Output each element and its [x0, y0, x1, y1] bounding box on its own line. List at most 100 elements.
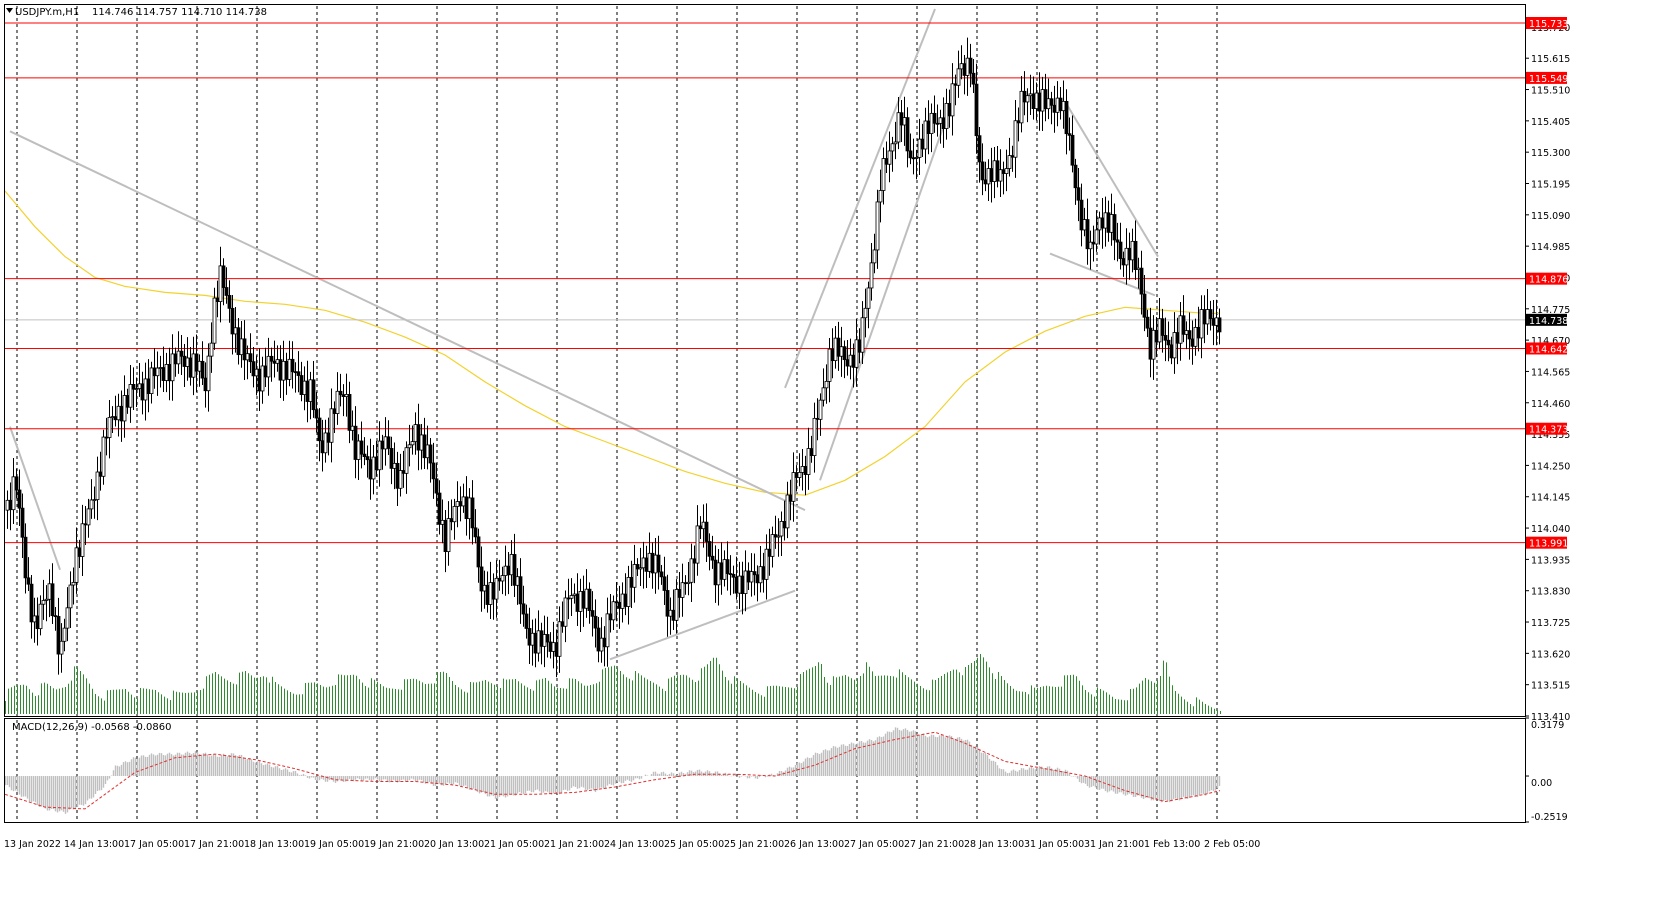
- trend-line[interactable]: [9, 426, 61, 571]
- candle-body: [371, 456, 376, 480]
- candle-body: [356, 440, 361, 460]
- candle-body: [41, 600, 46, 605]
- candle-body: [296, 371, 301, 376]
- candle-body: [464, 496, 469, 520]
- y-tick-label: 114.985: [1531, 242, 1570, 253]
- candle-body: [1166, 339, 1171, 346]
- x-tick-label: 25 Jan 21:00: [724, 839, 784, 850]
- candle-body: [47, 583, 52, 600]
- candle-body: [98, 471, 103, 477]
- candle-body: [689, 558, 694, 583]
- candle-body: [863, 307, 868, 319]
- candle-body: [449, 518, 454, 523]
- candle-body: [461, 496, 466, 507]
- candle-body: [434, 478, 439, 494]
- candle-body: [878, 190, 883, 203]
- candle-body: [1106, 212, 1111, 233]
- candle-body: [824, 381, 829, 389]
- candle-body: [938, 117, 943, 124]
- y-tick-label: 115.195: [1531, 180, 1570, 191]
- candle-body: [818, 399, 823, 420]
- candle-body: [911, 157, 916, 160]
- candle-body: [740, 575, 745, 594]
- candle-body: [728, 573, 733, 575]
- candle-body: [563, 597, 568, 627]
- candle-body: [908, 150, 913, 159]
- candle-body: [668, 609, 673, 617]
- candle-body: [29, 583, 34, 623]
- candle-body: [155, 367, 160, 377]
- candle-body: [455, 501, 460, 507]
- candle-body: [998, 169, 1003, 182]
- candle-body: [1133, 240, 1138, 270]
- candle-body: [935, 122, 940, 125]
- candle-body: [191, 353, 196, 378]
- candle-body: [368, 459, 373, 480]
- candle-body: [518, 576, 523, 605]
- candle-body: [416, 424, 421, 451]
- candle-body: [140, 383, 145, 401]
- trend-line[interactable]: [9, 130, 806, 512]
- candle-body: [812, 417, 817, 456]
- candle-body: [773, 534, 778, 538]
- candle-body: [1124, 247, 1129, 266]
- candle-body: [320, 440, 325, 454]
- candle-body: [317, 417, 322, 442]
- x-tick-label: 26 Jan 13:00: [784, 839, 844, 850]
- candle-body: [605, 613, 610, 648]
- candle-body: [737, 575, 742, 594]
- candle-body: [32, 615, 37, 623]
- candle-body: [815, 417, 820, 420]
- y-tick-label: 114.040: [1531, 524, 1570, 535]
- candle-body: [35, 615, 40, 630]
- trend-line[interactable]: [1049, 252, 1156, 297]
- price-level-tag: [1526, 17, 1567, 30]
- candle-body: [212, 297, 217, 344]
- candle-body: [227, 295, 232, 309]
- candle-body: [440, 519, 445, 525]
- trend-line[interactable]: [609, 589, 796, 661]
- candle-body: [965, 57, 970, 76]
- candle-body: [1004, 168, 1009, 174]
- dropdown-icon[interactable]: [6, 8, 13, 13]
- candle-body: [1085, 219, 1090, 250]
- candle-body: [704, 521, 709, 542]
- candle-body: [920, 138, 925, 150]
- candle-body: [1172, 332, 1177, 359]
- candle-body: [1025, 95, 1030, 103]
- candle-body: [287, 358, 292, 380]
- y-tick-label: 115.090: [1531, 211, 1570, 222]
- candle-body: [86, 508, 91, 526]
- candle-body: [923, 120, 928, 150]
- candle-body: [254, 368, 259, 377]
- candle-body: [566, 597, 571, 600]
- candle-body: [542, 634, 547, 647]
- x-tick-label: 27 Jan 05:00: [844, 839, 904, 850]
- candle-body: [194, 353, 199, 372]
- macd-y-tick-label: -0.2519: [1531, 812, 1568, 823]
- candle-body: [713, 559, 718, 586]
- candle-body: [827, 348, 832, 382]
- candle-body: [629, 577, 634, 588]
- candle-body: [347, 394, 352, 431]
- x-tick-label: 31 Jan 21:00: [1084, 839, 1144, 850]
- x-tick-label: 31 Jan 05:00: [1024, 839, 1084, 850]
- trend-line[interactable]: [819, 107, 951, 481]
- candle-body: [110, 416, 115, 419]
- candle-body: [428, 444, 433, 464]
- candle-body: [1211, 318, 1216, 326]
- candle-body: [533, 632, 538, 654]
- candle-body: [914, 157, 919, 159]
- macd-header: MACD(12,26,9) -0.0568 -0.0860: [12, 722, 172, 733]
- candle-body: [656, 554, 661, 573]
- candle-body: [80, 523, 85, 557]
- trend-line[interactable]: [1064, 100, 1159, 258]
- candle-body: [62, 627, 67, 642]
- candle-body: [551, 642, 556, 652]
- candle-body: [950, 83, 955, 117]
- trend-line[interactable]: [784, 8, 936, 389]
- candle-body: [1208, 309, 1213, 319]
- candle-body: [83, 523, 88, 526]
